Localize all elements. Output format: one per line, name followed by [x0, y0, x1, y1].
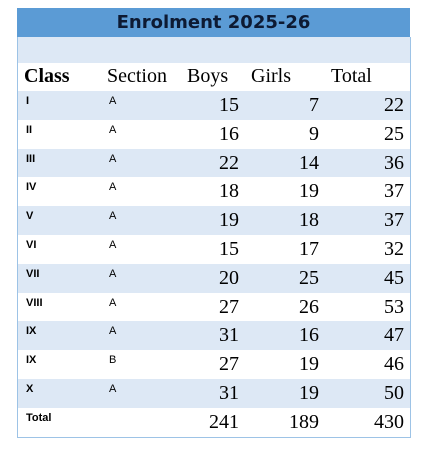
section-cell: A — [101, 91, 182, 121]
number-cell: 53 — [325, 292, 411, 323]
column-header: Section — [101, 63, 182, 92]
column-header: Total — [325, 63, 411, 92]
section-cell: A — [101, 321, 182, 352]
number-cell: 20 — [181, 263, 246, 294]
column-header: Class — [17, 63, 102, 92]
number-cell: 16 — [181, 119, 246, 150]
number-cell: 15 — [181, 235, 246, 265]
total-cell: 241 — [181, 407, 246, 438]
number-cell: 31 — [181, 379, 246, 409]
section-cell: A — [101, 177, 182, 208]
number-cell: 27 — [181, 292, 246, 323]
section-cell: B — [101, 350, 182, 380]
blank-cell — [181, 37, 246, 64]
table-title: Enrolment 2025-26 — [17, 8, 410, 37]
number-cell: 50 — [325, 379, 411, 409]
number-cell: 47 — [325, 321, 411, 352]
section-cell: A — [101, 235, 182, 265]
blank-cell — [245, 37, 326, 64]
blank-cell — [17, 37, 102, 64]
column-header: Boys — [181, 63, 246, 92]
number-cell: 36 — [325, 148, 411, 179]
number-cell: 19 — [245, 379, 326, 409]
number-cell: 19 — [245, 177, 326, 208]
blank-cell — [325, 37, 411, 64]
section-cell: A — [101, 379, 182, 409]
class-cell: VII — [17, 263, 102, 294]
blank-cell — [101, 37, 182, 64]
section-cell: A — [101, 263, 182, 294]
column-header: Girls — [245, 63, 326, 92]
number-cell: 18 — [181, 177, 246, 208]
number-cell: 9 — [245, 119, 326, 150]
total-cell: 430 — [325, 407, 411, 438]
number-cell: 17 — [245, 235, 326, 265]
section-cell: A — [101, 119, 182, 150]
number-cell: 31 — [181, 321, 246, 352]
number-cell: 14 — [245, 148, 326, 179]
number-cell: 26 — [245, 292, 326, 323]
number-cell: 22 — [325, 91, 411, 121]
class-cell: VIII — [17, 292, 102, 323]
class-cell: III — [17, 148, 102, 179]
number-cell: 32 — [325, 235, 411, 265]
blank-cell — [101, 407, 182, 438]
number-cell: 19 — [245, 350, 326, 380]
number-cell: 7 — [245, 91, 326, 121]
number-cell: 22 — [181, 148, 246, 179]
number-cell: 15 — [181, 91, 246, 121]
number-cell: 37 — [325, 206, 411, 236]
number-cell: 25 — [325, 119, 411, 150]
number-cell: 45 — [325, 263, 411, 294]
number-cell: 25 — [245, 263, 326, 294]
number-cell: 16 — [245, 321, 326, 352]
class-cell: IX — [17, 321, 102, 352]
total-cell: 189 — [245, 407, 326, 438]
class-cell: V — [17, 206, 102, 236]
section-cell: A — [101, 292, 182, 323]
number-cell: 46 — [325, 350, 411, 380]
class-cell: IX — [17, 350, 102, 380]
class-cell: X — [17, 379, 102, 409]
number-cell: 19 — [181, 206, 246, 236]
class-cell: IV — [17, 177, 102, 208]
class-cell: VI — [17, 235, 102, 265]
number-cell: 37 — [325, 177, 411, 208]
section-cell: A — [101, 148, 182, 179]
number-cell: 18 — [245, 206, 326, 236]
total-label: Total — [17, 407, 102, 438]
class-cell: I — [17, 91, 102, 121]
class-cell: II — [17, 119, 102, 150]
section-cell: A — [101, 206, 182, 236]
number-cell: 27 — [181, 350, 246, 380]
